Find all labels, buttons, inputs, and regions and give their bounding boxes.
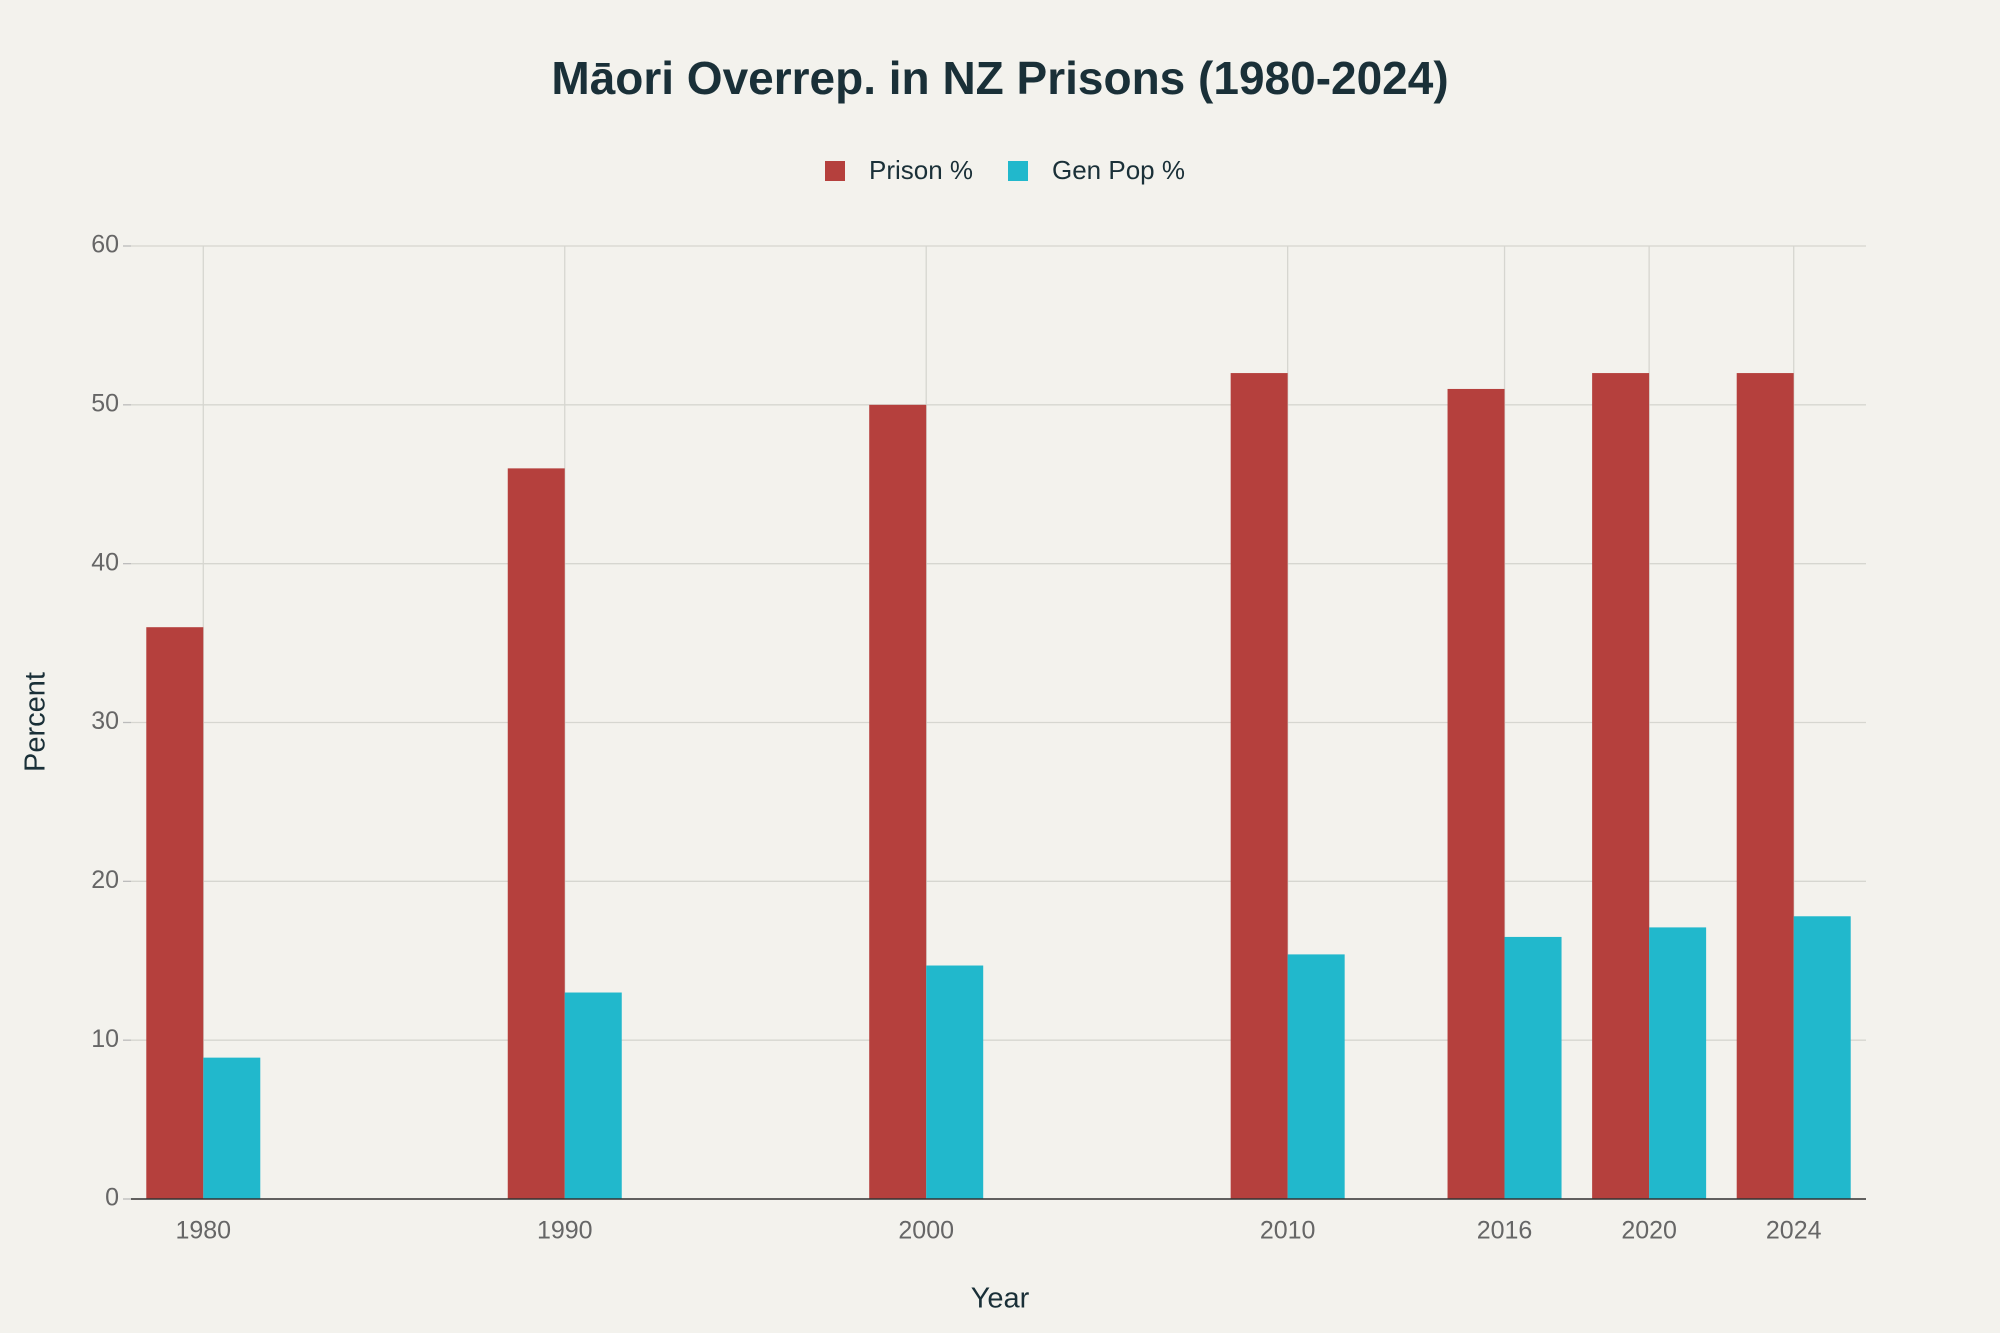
bar — [1447, 388, 1505, 1199]
y-tick-label: 60 — [91, 231, 119, 259]
y-tick-label: 10 — [91, 1025, 119, 1053]
bar — [1793, 916, 1851, 1199]
x-tick-label: 1990 — [537, 1217, 593, 1245]
y-tick-label: 50 — [91, 389, 119, 417]
bar — [1736, 373, 1794, 1200]
bar — [564, 992, 622, 1199]
x-tick-label: 2024 — [1766, 1217, 1822, 1245]
y-tick-label: 0 — [105, 1184, 119, 1212]
y-tick-label: 20 — [91, 866, 119, 894]
x-tick-label: 2016 — [1477, 1217, 1533, 1245]
y-axis-title: Percent — [20, 672, 52, 772]
bar — [1230, 373, 1288, 1200]
bar — [926, 965, 984, 1199]
bar — [203, 1057, 261, 1199]
y-tick-label: 30 — [91, 707, 119, 735]
bar — [146, 627, 204, 1199]
x-tick-label: 2020 — [1621, 1217, 1677, 1245]
bar — [1649, 927, 1707, 1199]
legend-swatch — [1008, 161, 1028, 181]
legend-swatch — [825, 161, 845, 181]
bar — [869, 404, 927, 1199]
chart-title: Māori Overrep. in NZ Prisons (1980-2024) — [551, 52, 1448, 104]
x-tick-label: 1980 — [175, 1217, 231, 1245]
y-tick-label: 40 — [91, 548, 119, 576]
bar — [507, 468, 565, 1199]
x-axis-title: Year — [971, 1283, 1030, 1315]
x-tick-label: 2000 — [898, 1217, 954, 1245]
bar — [1504, 936, 1562, 1199]
legend-label: Prison % — [869, 155, 973, 185]
x-tick-label: 2010 — [1260, 1217, 1316, 1245]
legend-label: Gen Pop % — [1052, 155, 1185, 185]
bar — [1287, 954, 1345, 1199]
bar — [1592, 373, 1650, 1200]
